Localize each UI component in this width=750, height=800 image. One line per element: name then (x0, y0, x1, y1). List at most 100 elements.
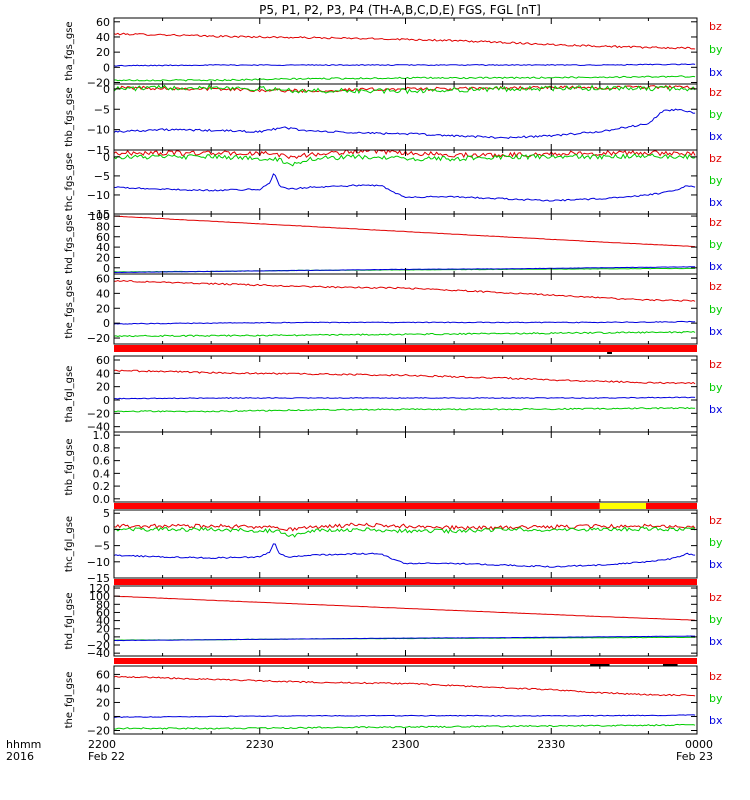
y-tick-label: 80 (96, 220, 110, 233)
y-tick-label: 0.4 (93, 467, 111, 480)
series-bz-line (114, 522, 696, 532)
y-tick-label: 0 (103, 151, 110, 164)
legend-bx: bx (709, 714, 723, 727)
y-axis-label: tha_fgl_gse (64, 366, 75, 423)
flag-mark (662, 664, 678, 666)
legend-by: by (709, 174, 723, 187)
y-tick-label: −5 (94, 103, 110, 116)
plot-title: P5, P1, P2, P3, P4 (TH-A,B,C,D,E) FGS, F… (259, 3, 541, 17)
legend-bx: bx (709, 130, 723, 143)
flag-segment (114, 579, 697, 585)
series-bx-line (114, 396, 696, 400)
y-tick-label: 20 (96, 302, 110, 315)
series-bx-line (114, 108, 696, 139)
series-by-line (114, 75, 696, 82)
y-tick-label: 100 (89, 590, 110, 603)
series-bz-line (114, 150, 696, 160)
panel-thc_fgs_gse: 0 −5 −10 −15 thc_fgs_gse bz by bx (64, 149, 723, 221)
x-tick-label: 2330 (537, 738, 565, 751)
x-tick-date-label: Feb 22 (88, 750, 125, 763)
y-tick-label: −15 (87, 208, 110, 221)
legend-bz: bz (709, 216, 722, 229)
legend-bx: bx (709, 260, 723, 273)
legend-bz: bz (709, 86, 722, 99)
y-tick-label: −15 (87, 572, 110, 585)
panel-frame (113, 431, 698, 503)
y-tick-label: 80 (96, 598, 110, 611)
flag-segment (645, 503, 697, 509)
series-by-line (114, 330, 696, 338)
y-tick-label: −10 (87, 124, 110, 137)
y-tick-label: −15 (87, 144, 110, 157)
y-tick-label: 60 (96, 231, 110, 244)
series-bz-line (114, 215, 696, 248)
x-tick-label: 2200 (88, 738, 116, 751)
legend-bx: bx (709, 196, 723, 209)
y-tick-label: 60 (96, 606, 110, 619)
series-bx-line (114, 173, 696, 202)
series-bx-line (114, 714, 696, 719)
y-axis-label: thd_fgl_gse (64, 593, 75, 650)
x-tick-label: 0000 (685, 738, 713, 751)
y-tick-label: 60 (96, 668, 110, 681)
flag-segment (114, 503, 600, 509)
flag-bars (114, 345, 697, 666)
y-tick-label: 20 (96, 623, 110, 636)
legend-bz: bz (709, 670, 722, 683)
y-axis-label: the_fgs_gse (64, 279, 75, 338)
time-axis-row-label-1: hhmm (6, 738, 41, 751)
series-bz-line (114, 279, 696, 302)
legend-bx: bx (709, 403, 723, 416)
flag-bar (114, 658, 697, 666)
legend-bx: bx (709, 558, 723, 571)
flag-bar (114, 503, 697, 509)
legend-by: by (709, 108, 723, 121)
series-bz-line (114, 369, 696, 385)
y-tick-label: 0.2 (93, 480, 111, 493)
y-tick-label: −20 (87, 76, 110, 89)
legend-bz: bz (709, 591, 722, 604)
y-axis-label: the_fgl_gse (64, 672, 75, 729)
y-tick-label: −5 (94, 170, 110, 183)
panel-frame (113, 83, 698, 151)
x-tick-date-label: Feb 23 (676, 750, 713, 763)
y-tick-label: 40 (96, 615, 110, 628)
panel-frame (113, 355, 698, 433)
y-axis-label: thc_fgl_gse (64, 516, 75, 572)
series-by-line (114, 723, 696, 730)
y-tick-label: −10 (87, 556, 110, 569)
y-axis-label: thc_fgs_gse (64, 153, 75, 212)
y-tick-label: 60 (96, 354, 110, 367)
legend-by: by (709, 536, 723, 549)
y-tick-label: 20 (96, 696, 110, 709)
y-tick-label: −40 (87, 421, 110, 434)
y-tick-label: 20 (96, 46, 110, 59)
y-tick-label: 0.6 (93, 455, 111, 468)
legend-bx: bx (709, 635, 723, 648)
flag-segment (599, 503, 646, 509)
legend-bz: bz (709, 152, 722, 165)
y-tick-label: 100 (89, 210, 110, 223)
panel-thc_fgl_gse: 5 0 −5 −10 −15 thc_fgl_gse bz by bx (64, 507, 723, 585)
y-tick-label: 40 (96, 682, 110, 695)
y-tick-label: −20 (87, 332, 110, 345)
y-tick-label: 0 (103, 394, 110, 407)
y-axis-label: thb_fgs_gse (64, 87, 75, 146)
panel-tha_fgs_gse: 60 40 20 0 −20 tha_fgs_gse bz by bx (64, 16, 723, 90)
y-tick-label: 0 (103, 523, 110, 536)
legend-by: by (709, 43, 723, 56)
legend-bz: bz (709, 20, 722, 33)
series-bz-line (114, 595, 696, 621)
panel-frame (113, 149, 698, 215)
flag-mark (607, 352, 612, 354)
y-tick-label: 40 (96, 367, 110, 380)
y-tick-label: −20 (87, 407, 110, 420)
y-tick-label: 60 (96, 272, 110, 285)
y-tick-label: 0.0 (93, 493, 111, 506)
flag-segment (114, 658, 697, 664)
series-bx-line (114, 543, 696, 568)
legend-bz: bz (709, 514, 722, 527)
